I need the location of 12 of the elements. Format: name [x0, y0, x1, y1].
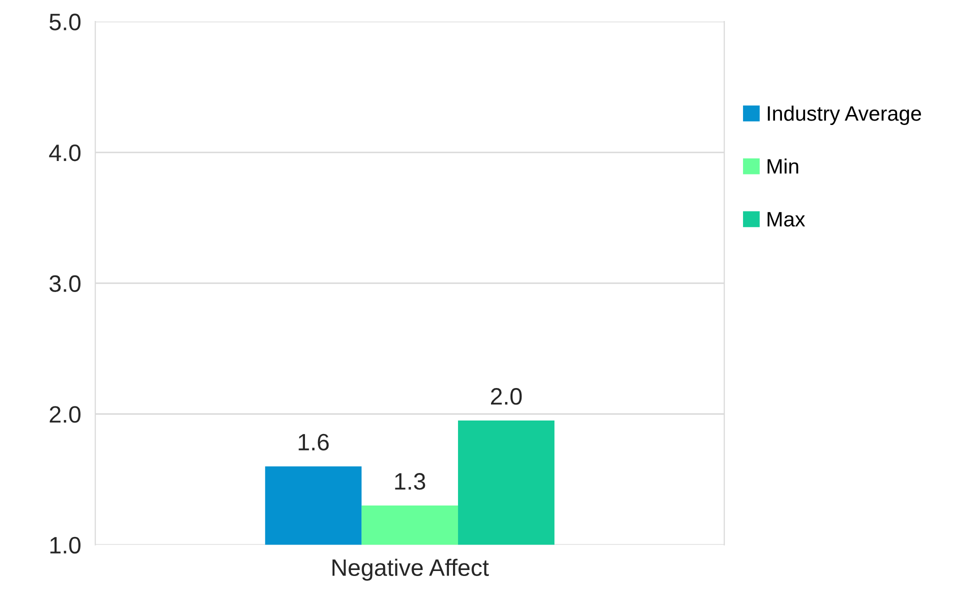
- y-tick-label: 3.0: [49, 275, 80, 292]
- y-tick-label: 2.0: [50, 406, 80, 423]
- y-tick-label: 4.0: [49, 144, 80, 162]
- data-label: 1.6: [298, 434, 329, 451]
- x-tick-label: Negative Affect: [332, 558, 489, 581]
- legend-label: Min: [768, 158, 798, 174]
- legend-label: Max: [768, 212, 806, 227]
- data-label: 2.0: [491, 388, 522, 405]
- y-tick-label: 5.0: [50, 14, 80, 30]
- y-tick-label: 1.0: [50, 536, 80, 554]
- data-label: 1.3: [395, 473, 426, 490]
- legend-label: Industry Average: [768, 106, 921, 125]
